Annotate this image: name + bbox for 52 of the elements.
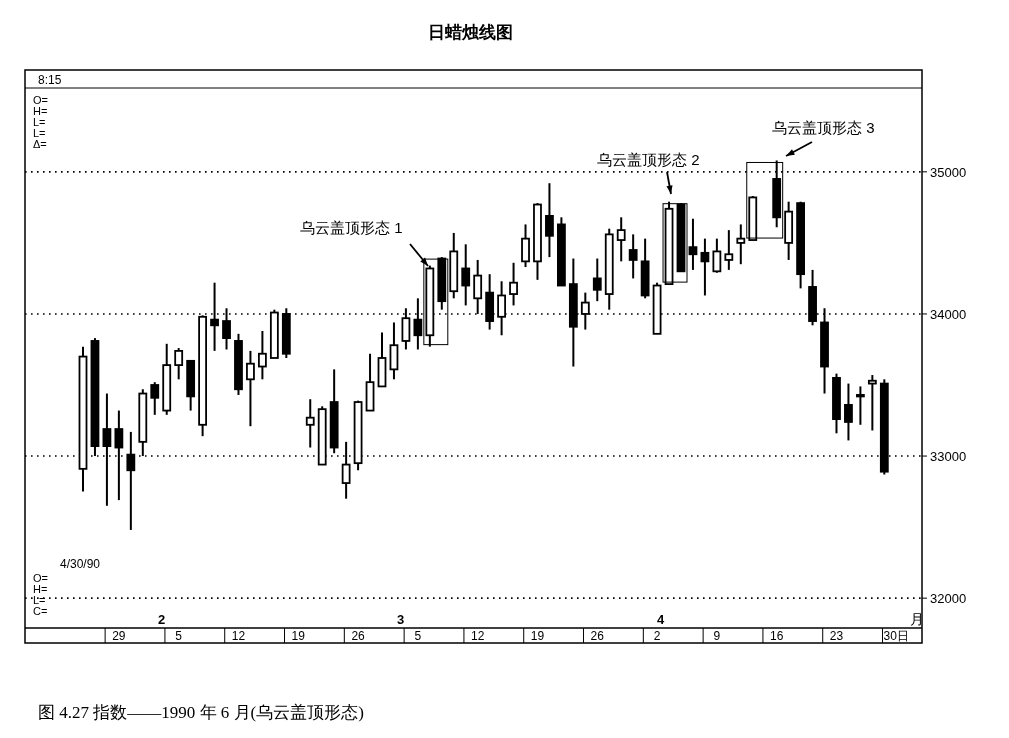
candlestick <box>688 217 698 271</box>
text: O= H= L= L= Δ= <box>33 94 48 150</box>
candlestick <box>736 223 746 266</box>
x-tick-label: 30日 <box>883 629 909 643</box>
candlestick <box>844 382 853 442</box>
annotation: 3 <box>397 612 405 627</box>
x-tick-label: 5 <box>175 629 183 643</box>
x-tick-label: 9 <box>713 629 721 643</box>
annotation: 乌云盖顶形态 3 <box>772 119 875 136</box>
annotation: 4/30/90 <box>60 557 101 571</box>
x-tick-label: 29 <box>112 629 126 643</box>
candlestick <box>700 237 710 297</box>
candlestick <box>461 243 471 307</box>
x-tick-label: 26 <box>351 629 366 643</box>
y-tick-label: 32000 <box>930 591 967 607</box>
candlestick <box>150 381 160 416</box>
text: O= H= L= C= <box>33 572 48 617</box>
candlestick <box>616 216 626 263</box>
annotation: 乌云盖顶形态 2 <box>597 151 700 168</box>
candlestick <box>246 349 255 428</box>
x-tick-label: 2 <box>653 629 661 643</box>
candlestick <box>545 182 554 259</box>
x-tick-label: 23 <box>829 629 844 643</box>
candlestick <box>509 261 518 307</box>
x-tick-label: 12 <box>231 629 246 643</box>
candlestick <box>712 237 722 274</box>
candlestick <box>174 347 184 381</box>
x-tick-label: 19 <box>291 629 306 643</box>
x-tick-label: 19 <box>530 629 545 643</box>
candlestick <box>521 223 530 269</box>
text: 8:15 <box>38 73 62 87</box>
candlestick <box>258 330 267 381</box>
chart-title: 日蜡烛线图 <box>427 23 513 42</box>
annotation: 2 <box>158 612 166 627</box>
candlestick <box>305 398 315 449</box>
x-tick-label: 12 <box>471 629 485 643</box>
x-tick-label: 16 <box>770 629 784 643</box>
candlestick <box>628 233 638 280</box>
x-tick-label: 5 <box>414 629 422 643</box>
y-tick-label: 34000 <box>930 306 967 322</box>
annotation: 乌云盖顶形态 1 <box>300 219 403 236</box>
y-tick-label: 35000 <box>930 164 967 180</box>
y-tick-label: 33000 <box>930 449 967 465</box>
caption: 图 4.27 指数——1990 年 6 月(乌云盖顶形态) <box>38 703 364 722</box>
candlestick <box>592 257 602 303</box>
text: 月 <box>910 611 924 627</box>
x-tick-label: 26 <box>590 629 605 643</box>
candlestick <box>856 385 865 426</box>
candlestick <box>867 374 877 432</box>
candlestick <box>126 430 136 531</box>
candlestick <box>724 229 734 271</box>
annotation: 4 <box>657 612 665 627</box>
